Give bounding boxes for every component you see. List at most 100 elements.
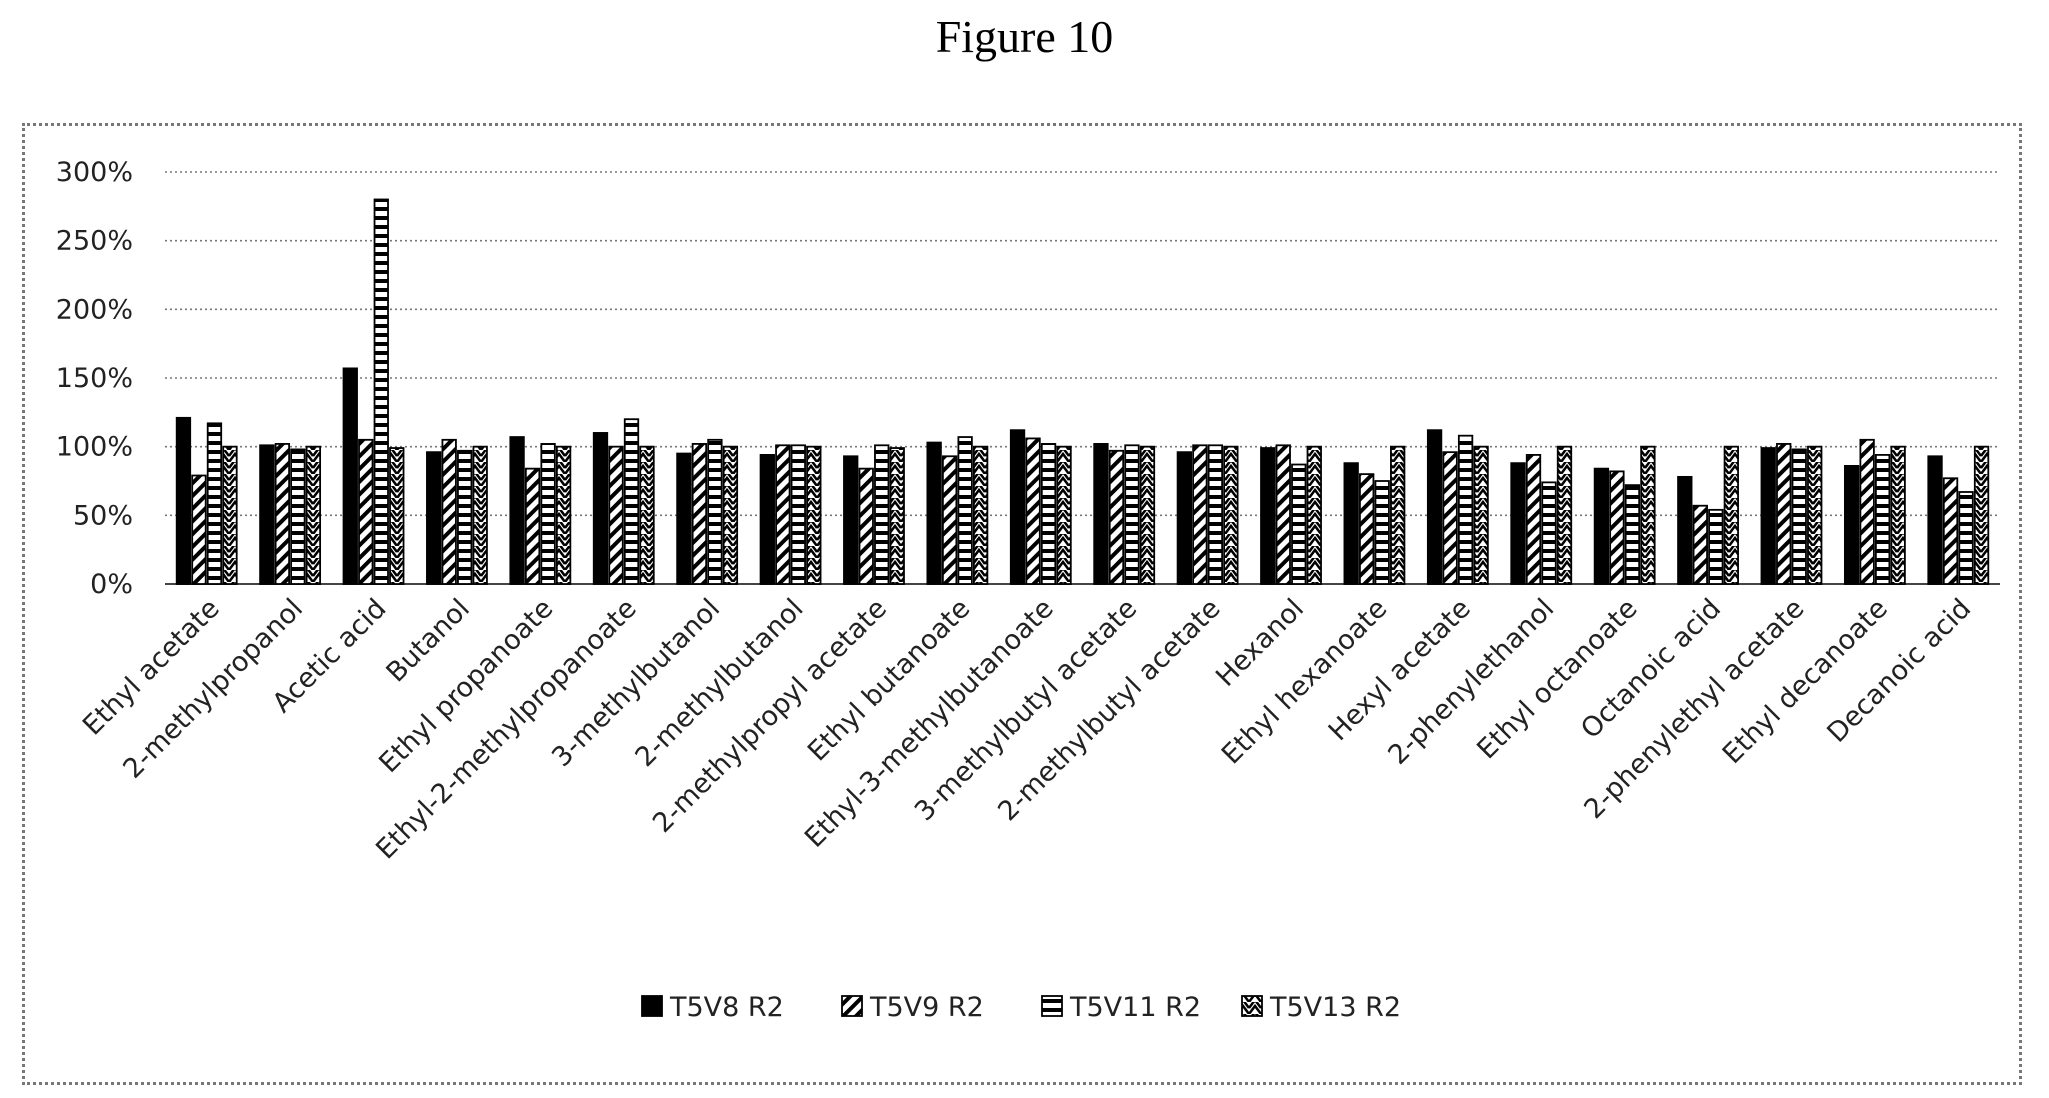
bar: [305, 445, 322, 585]
bar: [676, 452, 692, 585]
bar: [608, 445, 624, 585]
bar: [191, 474, 207, 585]
bar: [691, 443, 708, 585]
bar: [1593, 467, 1610, 585]
bar: [1040, 443, 1057, 585]
bar: [707, 438, 723, 585]
bar: [524, 467, 541, 585]
bar: [843, 455, 859, 585]
bar: [957, 436, 973, 585]
chart-frame: 0% 50% 100% 150% 200% 250% 300% Ethyl acetate 2…: [22, 123, 2022, 1085]
y-axis: 0% 50% 100% 150% 200% 250% 300%: [56, 157, 133, 600]
legend-swatch: [1241, 995, 1263, 1017]
bar: [1025, 437, 1041, 585]
bar: [1275, 444, 1291, 585]
bar: [972, 445, 989, 585]
bar: [1942, 477, 1959, 585]
bar: [926, 441, 942, 585]
bar: [555, 445, 572, 585]
bar: [759, 454, 775, 585]
bar: [274, 443, 291, 585]
bar: [889, 447, 905, 585]
bar: [1223, 445, 1239, 585]
legend-swatch: [841, 995, 863, 1017]
bar: [1708, 508, 1724, 585]
bar: [1359, 473, 1375, 585]
bar: [1807, 445, 1823, 585]
bar: [623, 418, 640, 585]
category-label: Hexyl acetate: [1323, 593, 1477, 747]
bar: [389, 447, 405, 585]
y-tick-label: 50%: [73, 500, 133, 531]
bar: [540, 443, 556, 585]
figure-title: Figure 10: [935, 11, 1114, 62]
bar: [206, 422, 223, 585]
bar: [1457, 434, 1474, 585]
bar: [1056, 445, 1072, 585]
bar: [1776, 443, 1792, 585]
bar: [1973, 445, 1990, 585]
bar: [342, 367, 358, 585]
bar: [1207, 444, 1224, 585]
bar: [1541, 481, 1557, 585]
bar: [222, 445, 238, 585]
bar: [1556, 445, 1573, 585]
bars: [175, 198, 1990, 585]
y-tick-label: 300%: [56, 157, 133, 188]
bar: [1343, 462, 1359, 585]
bar: [1958, 491, 1974, 585]
bar: [1510, 462, 1526, 585]
y-tick-label: 200%: [56, 294, 133, 325]
bar: [1374, 480, 1390, 585]
bar: [1093, 443, 1109, 585]
bar: [1723, 445, 1739, 585]
bar: [290, 448, 306, 585]
bar: [1426, 429, 1443, 585]
bar: [1760, 447, 1776, 585]
bar: [1442, 451, 1458, 585]
legend-label: T5V8 R2: [669, 992, 784, 1023]
bar: [1624, 484, 1641, 585]
bar: [1176, 451, 1193, 585]
bar: [775, 444, 791, 585]
bar: [1890, 445, 1906, 585]
bar: [1859, 438, 1875, 585]
bar: [259, 444, 275, 585]
legend-swatch: [641, 995, 663, 1017]
bar: [509, 436, 525, 585]
bar: [358, 438, 374, 585]
bar: [1139, 445, 1156, 585]
legend: T5V8 R2 T5V9 R2 T5V11 R2 T5V13 R2: [641, 992, 1401, 1023]
bar: [1260, 447, 1276, 585]
bar: [1640, 445, 1656, 585]
bar: [1009, 429, 1026, 585]
bar: [1108, 449, 1125, 585]
bar: [858, 467, 874, 585]
bar: [1692, 504, 1708, 585]
bar: [1927, 455, 1943, 585]
legend-label: T5V11 R2: [1069, 992, 1201, 1023]
bar: [1390, 445, 1406, 585]
bar: [472, 445, 488, 585]
bar: [426, 451, 442, 585]
bar: [441, 438, 457, 585]
bar: [1124, 444, 1140, 585]
bar: [1525, 454, 1542, 585]
bar-chart: 0% 50% 100% 150% 200% 250% 300% Ethyl acetate2…: [56, 157, 2000, 1023]
bar: [639, 445, 655, 585]
y-tick-label: 0%: [90, 569, 133, 600]
bar: [874, 444, 890, 585]
bar: [1192, 444, 1208, 585]
y-tick-label: 150%: [56, 363, 133, 394]
bar: [941, 455, 958, 585]
bar: [1677, 475, 1693, 585]
bar: [1306, 445, 1322, 585]
bar: [790, 444, 806, 585]
category-label: Decanoic acid: [1821, 593, 1977, 749]
bar: [1791, 448, 1807, 585]
legend-swatch: [1041, 995, 1063, 1017]
bar: [1473, 445, 1489, 585]
bar: [722, 445, 739, 585]
legend-label: T5V9 R2: [869, 992, 984, 1023]
